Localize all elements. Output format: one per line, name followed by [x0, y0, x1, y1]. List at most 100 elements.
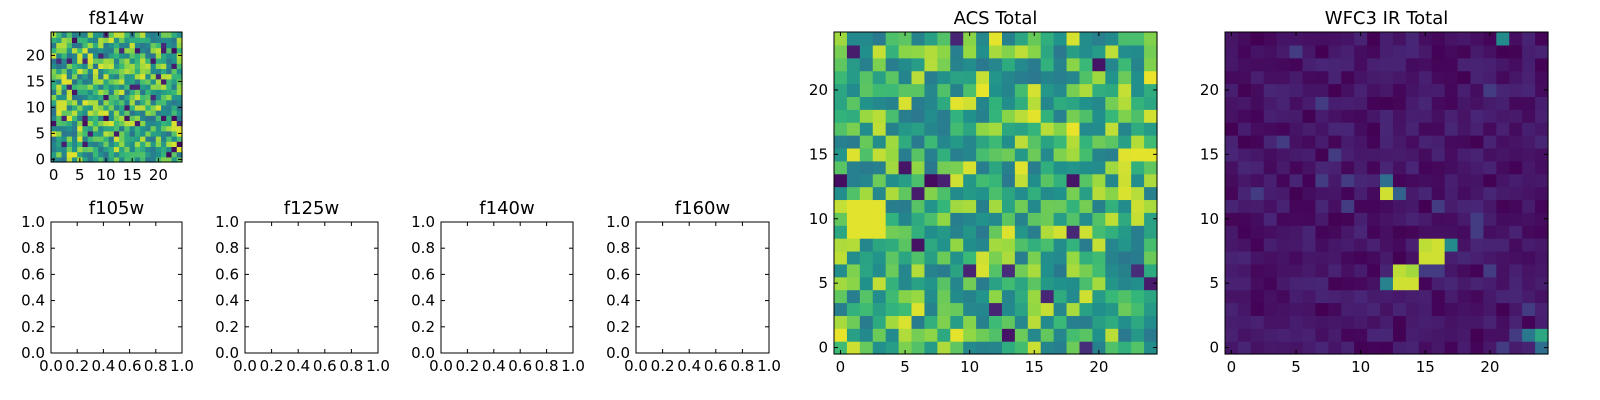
heatmap-cell: [989, 70, 1003, 85]
heatmap-cell: [1315, 44, 1329, 59]
heatmap-cell: [911, 289, 926, 304]
heatmap-cell: [950, 83, 964, 97]
heatmap-cell: [176, 125, 183, 132]
heatmap-cell: [150, 94, 157, 101]
heatmap-cell: [145, 89, 152, 95]
heatmap-cell: [108, 63, 115, 69]
heatmap-cell: [963, 250, 977, 265]
heatmap-cell: [872, 250, 887, 265]
heatmap-cell: [166, 94, 173, 101]
heatmap-cell: [1066, 160, 1081, 175]
y-tick-label: 0.2: [411, 318, 435, 336]
heatmap-cell: [1014, 122, 1029, 136]
heatmap-cell: [885, 83, 900, 97]
heatmap-cell: [1276, 199, 1291, 213]
heatmap-cell: [989, 122, 1003, 136]
heatmap-cell: [898, 147, 913, 162]
heatmap-cell: [1276, 109, 1291, 123]
heatmap-cell: [103, 141, 110, 147]
heatmap-cell: [898, 83, 913, 97]
heatmap-cell: [1263, 225, 1278, 239]
heatmap-cell: [963, 109, 977, 123]
heatmap-cell: [77, 125, 84, 132]
heatmap-cell: [1131, 173, 1145, 188]
heatmap-cell: [1392, 289, 1407, 304]
heatmap-cell: [87, 104, 94, 111]
heatmap-cell: [1237, 315, 1252, 329]
heatmap-cell: [1418, 32, 1433, 46]
heatmap-cell: [1431, 315, 1446, 329]
heatmap-cell: [1444, 276, 1459, 291]
heatmap-cell: [1001, 289, 1016, 304]
heatmap-cell: [129, 99, 136, 106]
heatmap-cell: [1027, 276, 1042, 291]
heatmap-cell: [119, 58, 125, 64]
heatmap-cell: [1354, 289, 1368, 304]
heatmap-cell: [1118, 109, 1132, 123]
heatmap-cell: [1079, 32, 1093, 46]
heatmap-cell: [1027, 135, 1042, 149]
heatmap-cell: [1328, 96, 1342, 110]
heatmap-cell: [176, 115, 183, 121]
y-tick-label: 0.0: [21, 344, 45, 362]
heatmap-cell: [1001, 83, 1016, 97]
heatmap-cell: [82, 115, 89, 121]
heatmap-cell: [1392, 212, 1407, 226]
heatmap-cell: [898, 109, 913, 123]
heatmap-cell: [51, 110, 57, 116]
heatmap-cell: [1040, 263, 1055, 278]
heatmap-cell: [103, 63, 110, 69]
heatmap-cell: [1535, 109, 1549, 123]
heatmap-cell: [834, 122, 848, 136]
y-tick-label: 0.8: [411, 239, 435, 257]
heatmap-cell: [1483, 225, 1497, 239]
heatmap-cell: [1066, 135, 1081, 149]
panel-title: ACS Total: [954, 8, 1038, 29]
heatmap-cell: [1522, 328, 1536, 342]
heatmap-cell: [1405, 160, 1420, 175]
heatmap-cell: [171, 52, 178, 59]
heatmap-cell: [846, 109, 861, 123]
heatmap-cell: [950, 250, 964, 265]
heatmap-cell: [87, 125, 94, 132]
heatmap-cell: [1118, 57, 1132, 72]
heatmap-cell: [1535, 302, 1549, 316]
heatmap-cell: [1302, 57, 1317, 72]
heatmap-cell: [61, 136, 68, 142]
heatmap-cell: [898, 57, 913, 72]
heatmap-cell: [1092, 315, 1106, 329]
heatmap-cell: [950, 225, 964, 239]
heatmap-cell: [1392, 70, 1407, 85]
heatmap-cell: [61, 146, 68, 153]
heatmap-cell: [1341, 341, 1355, 355]
heatmap-cell: [1014, 147, 1029, 162]
heatmap-cell: [1315, 147, 1329, 162]
heatmap-cell: [1341, 225, 1355, 239]
heatmap-cell: [1483, 109, 1497, 123]
heatmap-cell: [129, 58, 136, 64]
heatmap-cell: [1144, 276, 1158, 291]
heatmap-cell: [56, 110, 63, 116]
heatmap-cell: [1118, 122, 1132, 136]
panel-title: f105w: [89, 198, 144, 219]
heatmap-cell: [1444, 122, 1459, 136]
heatmap-cell: [82, 141, 89, 147]
heatmap-cell: [140, 94, 146, 101]
heatmap-cell: [1535, 32, 1549, 46]
heatmap-cell: [911, 44, 926, 59]
y-tick-label: 15: [1200, 145, 1219, 163]
heatmap-cell: [66, 104, 73, 111]
heatmap-cell: [119, 151, 125, 158]
heatmap-cell: [1276, 96, 1291, 110]
heatmap-cell: [56, 99, 63, 106]
heatmap-cell: [108, 84, 115, 90]
heatmap-cell: [1053, 212, 1068, 226]
heatmap-cell: [1289, 147, 1304, 162]
heatmap-cell: [1341, 147, 1355, 162]
heatmap-cell: [924, 32, 938, 46]
heatmap-cell: [937, 135, 951, 149]
heatmap-cell: [1315, 250, 1329, 265]
heatmap-cell: [1079, 315, 1093, 329]
heatmap-cell: [1470, 83, 1484, 97]
heatmap-cell: [989, 44, 1003, 59]
